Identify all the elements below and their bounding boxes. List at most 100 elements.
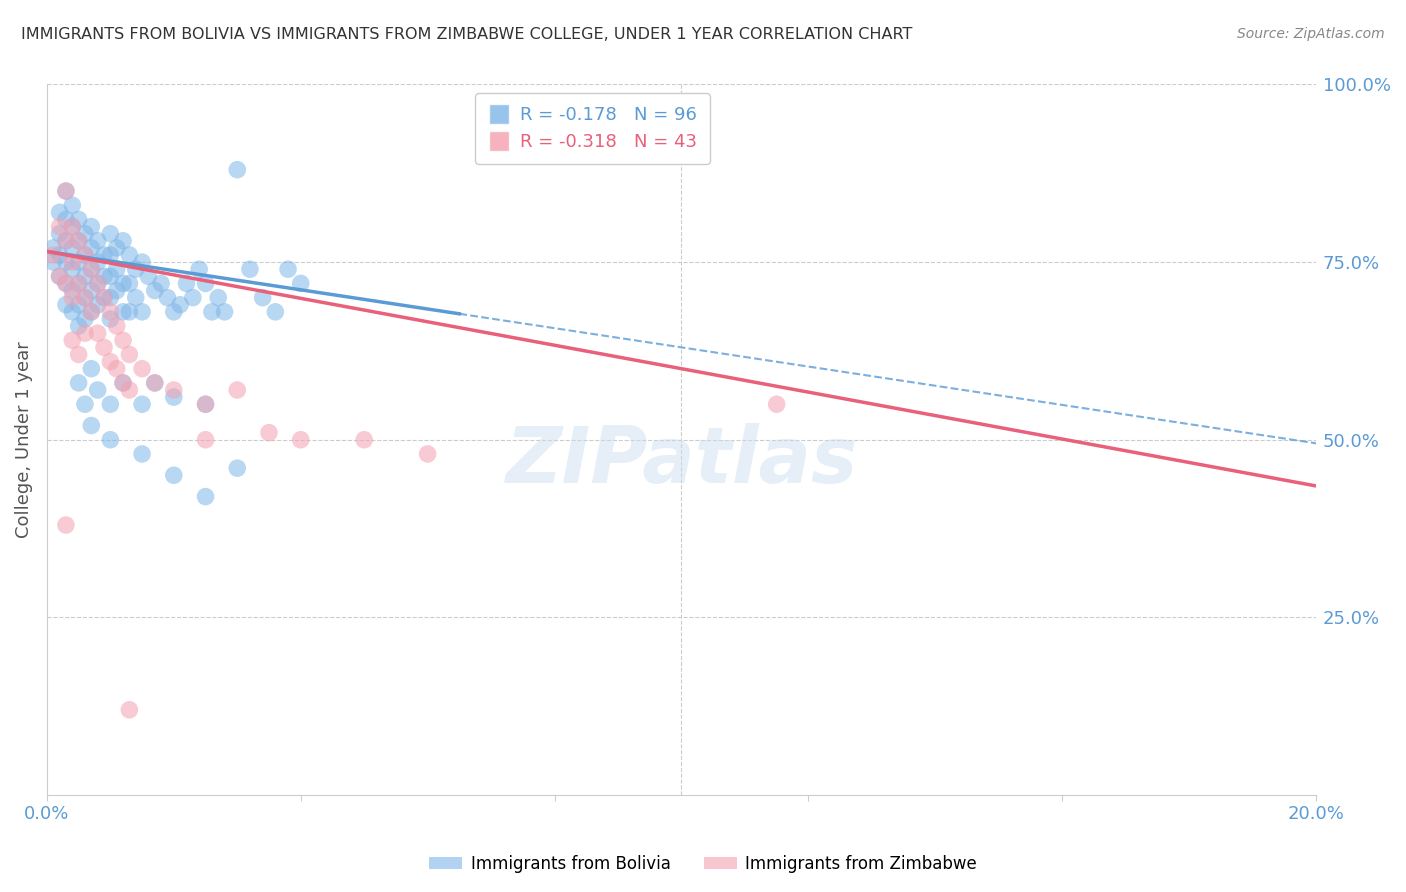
Point	[67, 298, 90, 312]
Point	[112, 333, 135, 347]
Point	[138, 269, 160, 284]
Point	[98, 433, 121, 447]
Point	[67, 347, 90, 361]
Point	[264, 305, 287, 319]
Point	[67, 319, 90, 334]
Point	[207, 291, 229, 305]
Point	[118, 383, 141, 397]
Point	[86, 383, 108, 397]
Point	[42, 248, 65, 262]
Point	[67, 277, 90, 291]
Point	[42, 241, 65, 255]
Point	[163, 468, 186, 483]
Point	[143, 376, 166, 390]
Point	[80, 305, 103, 319]
Point	[257, 425, 280, 440]
Point	[86, 277, 108, 291]
Point	[181, 291, 204, 305]
Text: Source: ZipAtlas.com: Source: ZipAtlas.com	[1237, 27, 1385, 41]
Point	[73, 227, 96, 241]
Point	[118, 703, 141, 717]
Point	[98, 227, 121, 241]
Point	[176, 277, 198, 291]
Point	[67, 234, 90, 248]
Point	[98, 354, 121, 368]
Point	[55, 184, 77, 198]
Point	[60, 305, 83, 319]
Point	[60, 219, 83, 234]
Point	[131, 305, 153, 319]
Point	[80, 305, 103, 319]
Point	[55, 277, 77, 291]
Point	[226, 461, 249, 475]
Point	[765, 397, 787, 411]
Point	[105, 319, 128, 334]
Point	[86, 298, 108, 312]
Point	[93, 291, 115, 305]
Point	[169, 298, 191, 312]
Point	[194, 397, 217, 411]
Point	[67, 376, 90, 390]
Point	[98, 269, 121, 284]
Point	[112, 376, 135, 390]
Point	[131, 397, 153, 411]
Point	[131, 447, 153, 461]
Point	[93, 291, 115, 305]
Point	[80, 262, 103, 277]
Point	[60, 241, 83, 255]
Legend: Immigrants from Bolivia, Immigrants from Zimbabwe: Immigrants from Bolivia, Immigrants from…	[422, 848, 984, 880]
Point	[239, 262, 262, 277]
Point	[93, 269, 115, 284]
Point	[67, 212, 90, 227]
Point	[252, 291, 274, 305]
Point	[163, 383, 186, 397]
Point	[277, 262, 299, 277]
Point	[86, 234, 108, 248]
Point	[73, 397, 96, 411]
Point	[98, 312, 121, 326]
Point	[201, 305, 224, 319]
Point	[55, 234, 77, 248]
Point	[86, 255, 108, 269]
Point	[73, 291, 96, 305]
Text: IMMIGRANTS FROM BOLIVIA VS IMMIGRANTS FROM ZIMBABWE COLLEGE, UNDER 1 YEAR CORREL: IMMIGRANTS FROM BOLIVIA VS IMMIGRANTS FR…	[21, 27, 912, 42]
Point	[226, 162, 249, 177]
Point	[93, 340, 115, 354]
Point	[73, 248, 96, 262]
Point	[125, 262, 148, 277]
Point	[105, 241, 128, 255]
Y-axis label: College, Under 1 year: College, Under 1 year	[15, 342, 32, 538]
Point	[112, 234, 135, 248]
Point	[98, 397, 121, 411]
Point	[73, 312, 96, 326]
Point	[163, 390, 186, 404]
Point	[86, 326, 108, 340]
Point	[80, 284, 103, 298]
Point	[67, 255, 90, 269]
Point	[80, 241, 103, 255]
Point	[290, 277, 312, 291]
Point	[118, 277, 141, 291]
Point	[60, 284, 83, 298]
Point	[55, 212, 77, 227]
Point	[60, 219, 83, 234]
Point	[118, 248, 141, 262]
Point	[112, 376, 135, 390]
Point	[55, 277, 77, 291]
Point	[48, 269, 70, 284]
Point	[143, 284, 166, 298]
Point	[73, 269, 96, 284]
Point	[67, 234, 90, 248]
Point	[125, 291, 148, 305]
Point	[86, 277, 108, 291]
Point	[98, 248, 121, 262]
Point	[98, 305, 121, 319]
Point	[42, 255, 65, 269]
Point	[214, 305, 236, 319]
Point	[105, 361, 128, 376]
Point	[188, 262, 211, 277]
Point	[48, 269, 70, 284]
Point	[48, 227, 70, 241]
Point	[131, 255, 153, 269]
Point	[73, 291, 96, 305]
